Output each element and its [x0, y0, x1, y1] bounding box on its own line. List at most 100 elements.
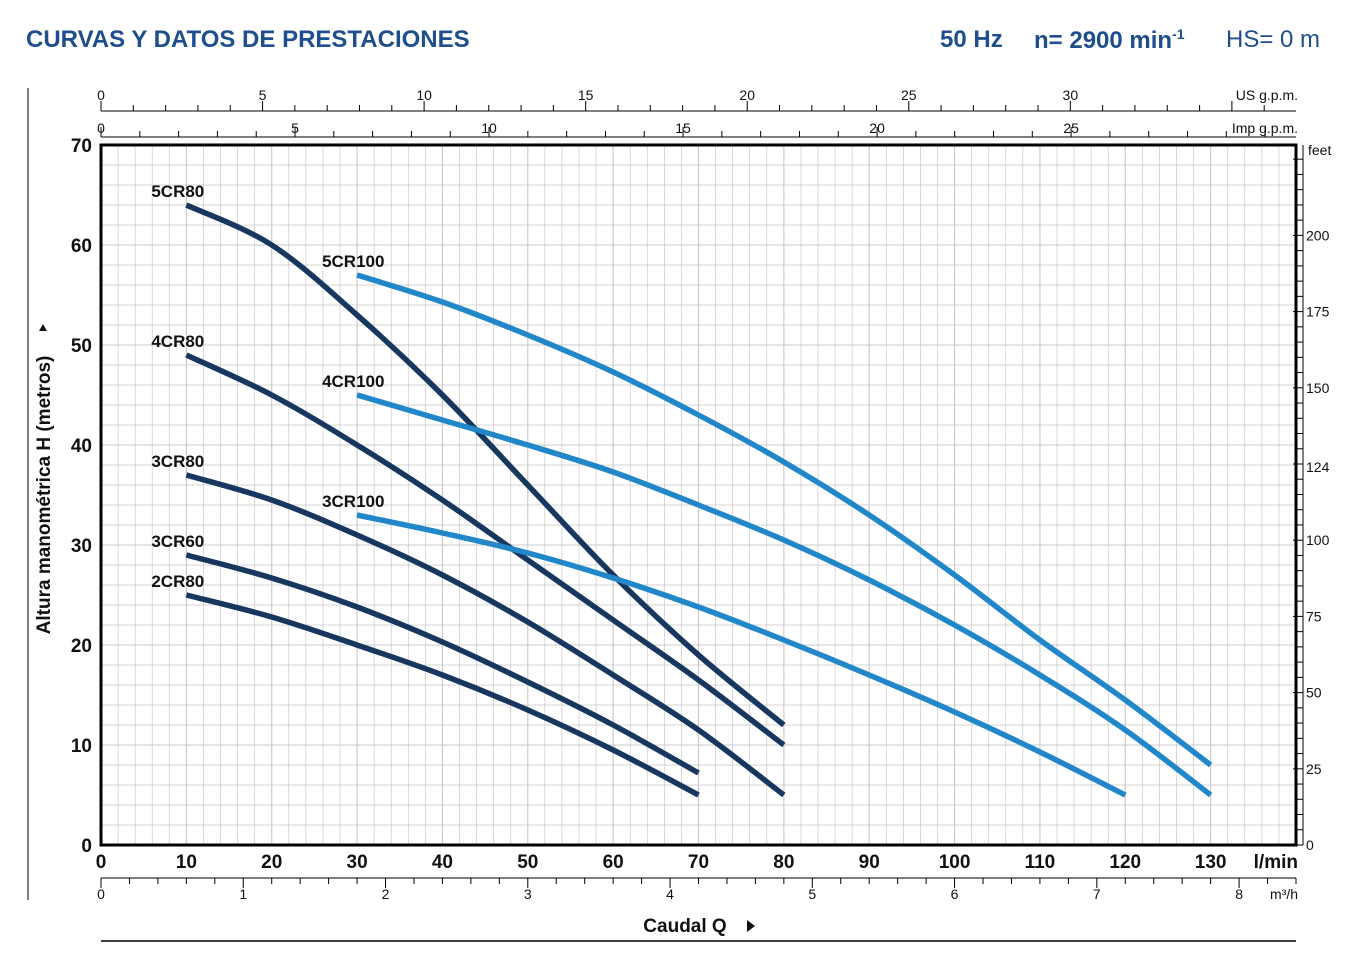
m3h-tick-label: 4: [666, 886, 674, 902]
y-tick-label: 10: [71, 736, 92, 757]
x-tick-label: 10: [176, 852, 197, 873]
frequency-label: 50 Hz: [940, 26, 1003, 53]
x-tick-label: 70: [688, 852, 709, 873]
y-axis-title: Altura manométrica H (metros): [34, 356, 55, 635]
data-point: [613, 725, 614, 726]
series-2cr80: 2CR80: [151, 572, 700, 798]
series-line: [356, 272, 1213, 768]
data-point: [527, 560, 528, 561]
y-tick-label: 70: [71, 136, 92, 157]
y-tick-label: 0: [81, 836, 92, 857]
series-5cr80: 5CR80: [151, 182, 786, 728]
us-gpm-tick-label: 25: [901, 87, 917, 103]
feet-tick-label: 175: [1306, 304, 1330, 320]
x-tick-label: 130: [1195, 852, 1227, 873]
data-point: [783, 462, 784, 463]
data-point: [613, 372, 614, 373]
data-point: [186, 205, 187, 206]
series-label: 3CR80: [151, 452, 204, 471]
data-point: [954, 712, 955, 713]
data-point: [357, 445, 358, 446]
data-point: [186, 555, 187, 556]
data-point: [271, 395, 272, 396]
data-point: [1125, 730, 1126, 731]
data-point: [271, 500, 272, 501]
data-point: [271, 578, 272, 579]
data-point: [869, 515, 870, 516]
series-line: [185, 592, 700, 798]
data-point: [527, 682, 528, 683]
data-point: [698, 795, 699, 796]
data-point: [357, 535, 358, 536]
data-point: [1039, 675, 1040, 676]
data-point: [613, 472, 614, 473]
data-point: [1039, 640, 1040, 641]
speed-value: n= 2900 min: [1034, 27, 1173, 54]
x-unit-label: l/min: [1254, 852, 1298, 873]
y-tick-label: 40: [71, 436, 92, 457]
m3h-tick-label: 3: [524, 886, 532, 902]
data-point: [527, 710, 528, 711]
series-label: 4CR80: [151, 332, 204, 351]
data-point: [357, 645, 358, 646]
data-point: [698, 505, 699, 506]
us-gpm-tick-label: 10: [416, 87, 432, 103]
m3h-tick-label: 6: [951, 886, 959, 902]
m3h-tick-label: 0: [97, 886, 105, 902]
data-point: [1210, 765, 1211, 766]
data-point: [698, 655, 699, 656]
data-point: [954, 625, 955, 626]
x-tick-label: 110: [1025, 852, 1056, 873]
series-line: [185, 352, 786, 748]
y-tick-label: 30: [71, 536, 92, 557]
data-point: [271, 617, 272, 618]
m3h-tick-label: 2: [382, 886, 390, 902]
data-point: [698, 680, 699, 681]
us-gpm-tick-label: 5: [259, 87, 267, 103]
data-point: [442, 675, 443, 676]
y-tick-label: 50: [71, 336, 92, 357]
feet-tick-label: 75: [1306, 608, 1322, 624]
data-point: [527, 553, 528, 554]
data-point: [357, 275, 358, 276]
x-tick-label: 30: [347, 852, 368, 873]
x-tick-label: 20: [261, 852, 282, 873]
data-point: [271, 245, 272, 246]
series-label: 2CR80: [151, 572, 204, 591]
feet-tick-label: 150: [1306, 380, 1330, 396]
data-point: [1039, 752, 1040, 753]
feet-tick-label: 25: [1306, 761, 1322, 777]
data-point: [698, 773, 699, 774]
data-point: [357, 515, 358, 516]
data-point: [613, 750, 614, 751]
x-tick-label: 120: [1109, 852, 1141, 873]
data-point: [527, 622, 528, 623]
series-label: 5CR80: [151, 182, 204, 201]
data-point: [783, 795, 784, 796]
feet-tick-label: 100: [1306, 532, 1330, 548]
m3h-tick-label: 7: [1093, 886, 1101, 902]
speed-label: n= 2900 min-1: [1034, 26, 1185, 55]
series-label: 3CR60: [151, 532, 204, 551]
imp-gpm-tick-label: 0: [97, 120, 105, 136]
data-point: [442, 302, 443, 303]
data-point: [869, 675, 870, 676]
series-4cr80: 4CR80: [151, 332, 786, 748]
series-3cr80: 3CR80: [151, 452, 786, 798]
us-gpm-tick-label: 20: [739, 87, 755, 103]
m3h-tick-label: 5: [808, 886, 816, 902]
series-line: [356, 392, 1213, 798]
data-point: [1125, 700, 1126, 701]
us-gpm-tick-label: 0: [97, 87, 105, 103]
data-point: [442, 500, 443, 501]
data-point: [186, 595, 187, 596]
data-point: [869, 580, 870, 581]
imp-gpm-tick-label: 10: [481, 120, 497, 136]
data-point: [527, 485, 528, 486]
data-point: [613, 578, 614, 579]
series-4cr100: 4CR100: [322, 372, 1213, 798]
data-point: [357, 607, 358, 608]
data-point: [357, 395, 358, 396]
m3h-tick-label: 8: [1235, 886, 1243, 902]
